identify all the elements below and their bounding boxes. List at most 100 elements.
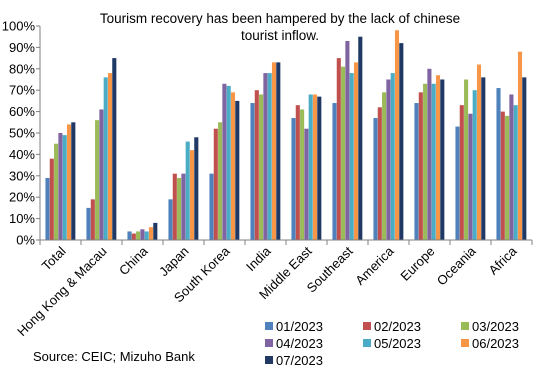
bar — [358, 36, 363, 241]
bar — [414, 103, 419, 240]
bar — [481, 77, 486, 240]
x-category-label: Japan — [156, 244, 192, 280]
bar — [399, 43, 404, 241]
bar — [90, 199, 95, 240]
bars — [45, 30, 527, 241]
bar — [230, 92, 236, 240]
legend: 01/2023 02/2023 03/2023 04/2023 05/2023 06/20… — [265, 319, 519, 368]
bar — [194, 137, 199, 240]
legend-label: 03/2023 — [472, 319, 519, 334]
bar — [218, 122, 223, 240]
bar — [464, 79, 469, 240]
y-tick-label: 10% — [9, 211, 35, 226]
bar — [259, 94, 264, 240]
bar — [54, 143, 59, 240]
bar — [99, 109, 104, 241]
y-tick-label: 30% — [9, 168, 35, 183]
x-category-label: Africa — [486, 243, 521, 278]
bar — [107, 73, 113, 240]
bar — [522, 77, 527, 240]
bar — [341, 66, 346, 240]
bar — [455, 126, 460, 240]
x-category-label: Total — [39, 243, 69, 273]
bar — [423, 83, 428, 240]
bar — [235, 100, 240, 241]
bar — [513, 105, 518, 241]
bar — [505, 115, 510, 240]
legend-label: 04/2023 — [276, 336, 323, 351]
bar — [377, 107, 382, 240]
bar — [500, 111, 505, 240]
bar — [353, 62, 359, 240]
bar — [304, 128, 309, 240]
bar — [394, 30, 400, 241]
bar — [127, 231, 132, 240]
y-tick-label: 50% — [9, 126, 35, 141]
bar — [209, 173, 214, 240]
bar — [427, 68, 432, 240]
bar — [431, 83, 436, 240]
y-tick-label: 70% — [9, 83, 35, 98]
x-category-label: Oceania — [434, 243, 479, 288]
bar — [267, 73, 272, 240]
bar — [271, 62, 277, 240]
bar — [509, 94, 514, 240]
source-note: Source: CEIC; Mizuho Bank — [33, 349, 195, 364]
bar — [62, 135, 67, 240]
legend-label: 05/2023 — [374, 336, 421, 351]
y-tick-label: 90% — [9, 40, 35, 55]
y-axis: 0% 10% 20% 30% 40% 50% 60% 70% 80% 90% 100% — [2, 19, 41, 248]
y-tick-label: 80% — [9, 61, 35, 76]
bar — [250, 103, 255, 240]
bar — [373, 118, 378, 240]
x-category-label: Europe — [397, 244, 437, 284]
legend-swatch — [265, 339, 273, 347]
bar — [418, 92, 423, 240]
bar — [336, 58, 341, 240]
legend-swatch — [265, 322, 273, 330]
legend-swatch — [265, 356, 273, 364]
y-tick-label: 60% — [9, 104, 35, 119]
bar — [222, 83, 227, 240]
bar — [345, 40, 350, 241]
bar — [349, 73, 354, 240]
bar — [185, 141, 190, 240]
bar — [382, 92, 387, 240]
legend-swatch — [461, 322, 469, 330]
legend-label: 06/2023 — [472, 336, 519, 351]
bar — [459, 105, 464, 241]
chart-title-line-1: Tourism recovery has been hampered by th… — [100, 11, 460, 26]
bar — [476, 64, 482, 241]
bar — [148, 227, 154, 240]
legend-label: 07/2023 — [276, 353, 323, 368]
x-category-label: China — [116, 243, 151, 278]
x-category-label: India — [243, 243, 274, 274]
bar — [103, 77, 108, 240]
legend-swatch — [363, 339, 371, 347]
bar — [189, 150, 195, 240]
bar — [440, 79, 445, 240]
bar — [276, 62, 281, 240]
bar — [153, 222, 158, 240]
bar — [172, 173, 177, 240]
bar — [49, 158, 54, 240]
bar — [332, 103, 337, 240]
bar — [386, 79, 391, 240]
bar — [58, 133, 63, 240]
bar — [177, 177, 182, 240]
bar — [213, 128, 218, 240]
legend-label: 02/2023 — [374, 319, 421, 334]
y-tick-label: 20% — [9, 190, 35, 205]
bar — [472, 90, 477, 240]
bar — [295, 105, 300, 241]
bar — [95, 120, 100, 240]
bar — [390, 73, 395, 240]
bar — [112, 58, 117, 240]
bar — [71, 122, 76, 240]
bar — [144, 231, 149, 240]
bar — [168, 199, 173, 240]
bar — [66, 124, 72, 240]
x-category-label: America — [352, 243, 397, 288]
bar — [45, 177, 50, 240]
